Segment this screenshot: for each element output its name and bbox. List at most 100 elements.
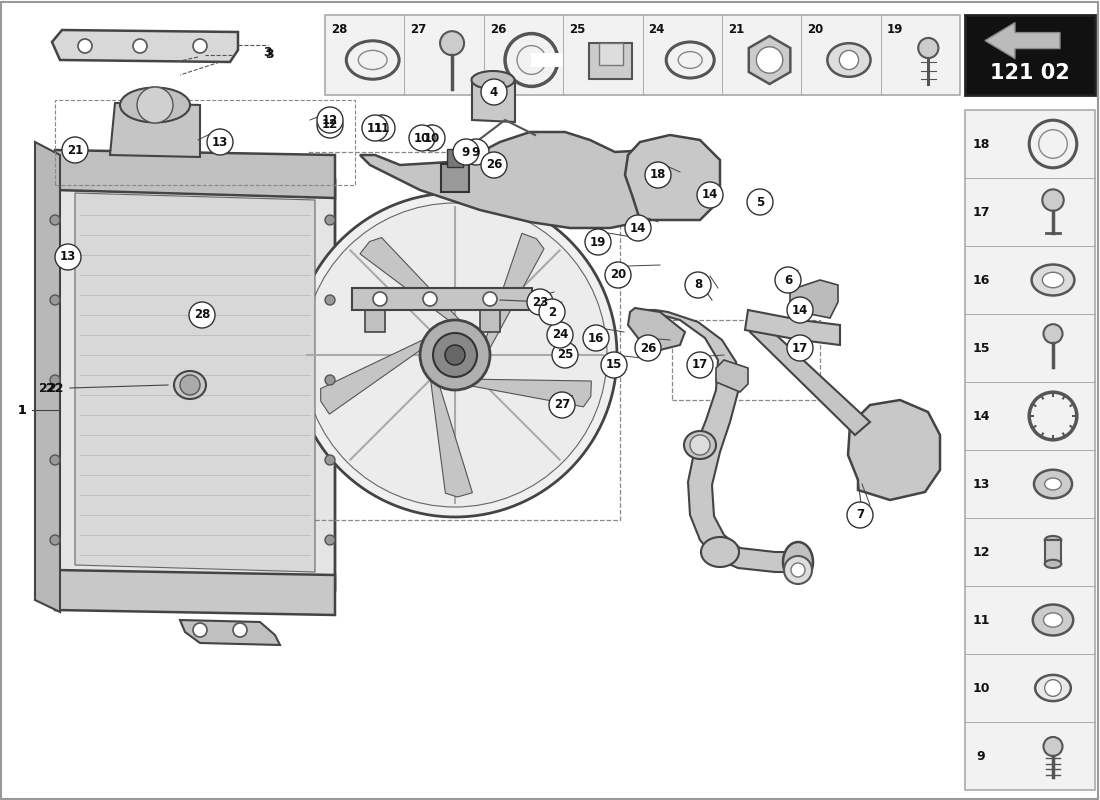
Text: 14: 14	[792, 303, 808, 317]
Text: 12: 12	[322, 118, 338, 131]
Text: 10: 10	[414, 131, 430, 145]
Circle shape	[373, 292, 387, 306]
Polygon shape	[360, 238, 470, 330]
Circle shape	[747, 189, 773, 215]
Text: 2: 2	[548, 306, 557, 318]
Text: 12: 12	[322, 114, 338, 126]
Text: 20: 20	[609, 269, 626, 282]
Circle shape	[317, 107, 343, 133]
Circle shape	[847, 502, 873, 528]
Circle shape	[419, 125, 446, 151]
Text: 14: 14	[972, 410, 990, 422]
Circle shape	[1044, 737, 1063, 756]
Circle shape	[463, 139, 490, 165]
Text: 15: 15	[972, 342, 990, 354]
Polygon shape	[625, 135, 720, 220]
Polygon shape	[55, 150, 336, 198]
Bar	[447, 149, 463, 167]
Circle shape	[539, 299, 565, 325]
Text: 6: 6	[784, 274, 792, 286]
Circle shape	[324, 295, 336, 305]
Text: 18: 18	[650, 169, 667, 182]
Text: 7: 7	[856, 509, 865, 522]
FancyBboxPatch shape	[324, 15, 960, 95]
Polygon shape	[110, 103, 200, 157]
Text: 9: 9	[977, 750, 986, 762]
Text: 18: 18	[972, 138, 990, 150]
Polygon shape	[35, 142, 60, 612]
Circle shape	[133, 39, 147, 53]
Ellipse shape	[120, 87, 190, 122]
Circle shape	[481, 79, 507, 105]
Ellipse shape	[1045, 560, 1062, 568]
Text: 19: 19	[590, 235, 606, 249]
Bar	[365, 310, 385, 332]
Circle shape	[625, 215, 651, 241]
Bar	[480, 310, 501, 332]
Ellipse shape	[1045, 478, 1062, 490]
Ellipse shape	[1045, 536, 1062, 544]
Circle shape	[552, 342, 578, 368]
Text: 3: 3	[264, 46, 273, 59]
Text: 17: 17	[972, 206, 990, 218]
Text: 11: 11	[374, 122, 390, 134]
Polygon shape	[749, 36, 790, 84]
Circle shape	[453, 139, 478, 165]
Polygon shape	[52, 30, 238, 62]
Text: 16: 16	[972, 274, 990, 286]
Circle shape	[409, 125, 434, 151]
Circle shape	[368, 115, 395, 141]
Text: 14: 14	[702, 189, 718, 202]
Text: 15: 15	[606, 358, 623, 371]
Text: 10: 10	[424, 131, 440, 145]
Polygon shape	[429, 366, 472, 497]
Ellipse shape	[1044, 613, 1063, 627]
Text: 27: 27	[410, 23, 427, 36]
Circle shape	[189, 302, 214, 328]
Circle shape	[138, 87, 173, 123]
Circle shape	[293, 193, 617, 517]
Text: 11: 11	[972, 614, 990, 626]
Circle shape	[645, 162, 671, 188]
Polygon shape	[790, 280, 838, 318]
Ellipse shape	[1032, 265, 1075, 295]
Text: 26: 26	[490, 23, 506, 36]
Text: 26: 26	[486, 158, 503, 171]
Ellipse shape	[783, 542, 813, 582]
Polygon shape	[360, 132, 690, 228]
Circle shape	[180, 375, 200, 395]
Text: 14: 14	[630, 222, 646, 234]
Text: 21: 21	[67, 143, 84, 157]
Text: 24: 24	[649, 23, 664, 36]
Text: 16: 16	[587, 331, 604, 345]
Text: 27: 27	[554, 398, 570, 411]
Text: 8: 8	[694, 278, 702, 291]
Circle shape	[784, 556, 812, 584]
Circle shape	[1043, 190, 1064, 211]
Circle shape	[362, 115, 388, 141]
Circle shape	[424, 292, 437, 306]
Text: 121 02: 121 02	[990, 62, 1070, 82]
Text: 19: 19	[887, 23, 903, 36]
Bar	[598, 43, 623, 65]
Circle shape	[324, 375, 336, 385]
FancyBboxPatch shape	[965, 110, 1094, 790]
Text: 5: 5	[756, 195, 764, 209]
Ellipse shape	[1033, 605, 1074, 635]
Text: 25: 25	[557, 349, 573, 362]
Circle shape	[690, 435, 710, 455]
Polygon shape	[320, 334, 436, 414]
Polygon shape	[458, 379, 592, 407]
Ellipse shape	[827, 43, 870, 77]
Text: 4: 4	[490, 86, 498, 98]
Circle shape	[757, 46, 783, 74]
Text: 24: 24	[552, 329, 569, 342]
Circle shape	[776, 267, 801, 293]
Text: 13: 13	[59, 250, 76, 263]
Polygon shape	[55, 170, 336, 590]
Circle shape	[481, 152, 507, 178]
Text: 28: 28	[194, 309, 210, 322]
Circle shape	[585, 229, 611, 255]
Text: 17: 17	[692, 358, 708, 371]
Circle shape	[233, 623, 248, 637]
